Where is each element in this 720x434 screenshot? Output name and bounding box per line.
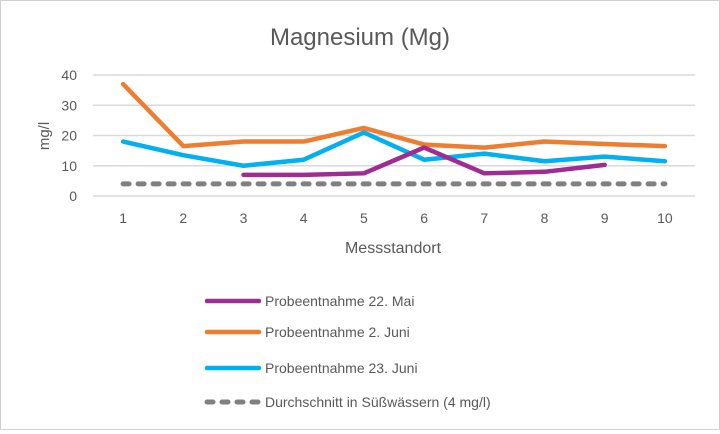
- x-tick-label: 8: [541, 210, 549, 226]
- y-tick-label: 0: [69, 188, 77, 204]
- x-tick-label: 10: [657, 210, 673, 226]
- chart-title: Magnesium (Mg): [270, 24, 450, 51]
- series-line: [120, 130, 668, 168]
- series-line: [120, 81, 668, 150]
- x-tick-label: 2: [179, 210, 187, 226]
- legend-label: Probeentnahme 23. Juni: [265, 360, 418, 376]
- x-tick-label: 4: [300, 210, 308, 226]
- x-tick-label: 7: [480, 210, 488, 226]
- x-axis-label: Messstandort: [345, 240, 442, 257]
- y-axis-label: mg/l: [36, 122, 53, 150]
- y-tick-label: 10: [61, 158, 77, 174]
- x-tick-label: 1: [119, 210, 127, 226]
- x-tick-label: 9: [601, 210, 609, 226]
- series-line: [241, 145, 607, 178]
- y-tick-label: 40: [61, 67, 77, 83]
- x-tick-label: 5: [360, 210, 368, 226]
- legend-label: Probeentnahme 2. Juni: [265, 324, 410, 340]
- legend-label: Probeentnahme 22. Mai: [265, 293, 414, 309]
- legend-label: Durchschnitt in Süßwässern (4 mg/l): [265, 394, 491, 410]
- x-tick-label: 6: [420, 210, 428, 226]
- x-tick-label: 3: [240, 210, 248, 226]
- y-tick-label: 30: [61, 97, 77, 113]
- y-tick-label: 20: [61, 128, 77, 144]
